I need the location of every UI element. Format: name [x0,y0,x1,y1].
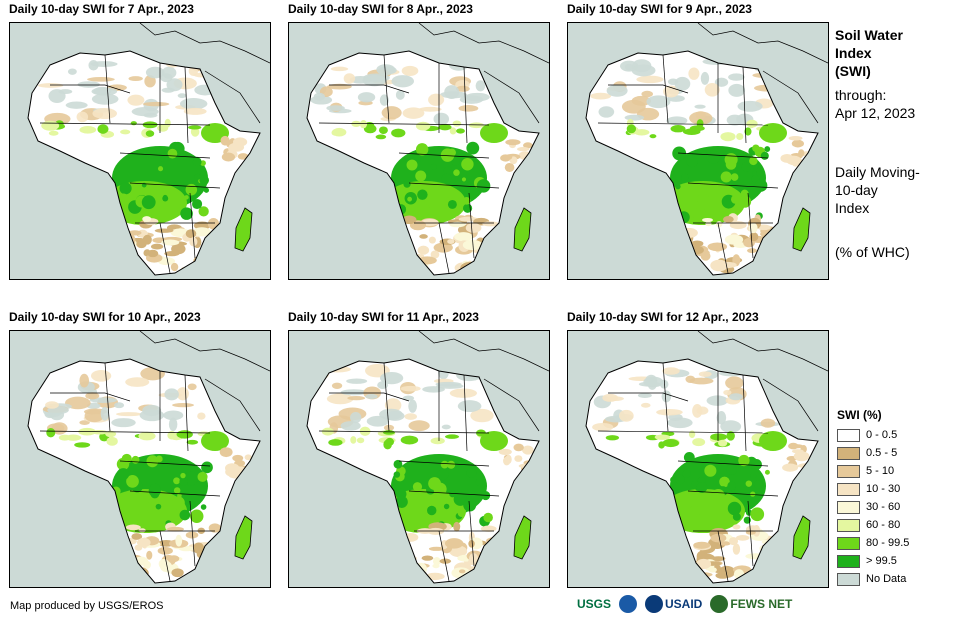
africa-map [567,330,829,588]
legend-label: 5 - 10 [866,465,895,477]
panel-title: Daily 10-day SWI for 11 Apr., 2023 [288,310,479,324]
legend-swatch [837,428,860,442]
panel-title: Daily 10-day SWI for 12 Apr., 2023 [567,310,759,324]
legend-swatch [837,554,860,568]
map-credit: Map produced by USGS/EROS [10,600,164,612]
title-line: (SWI) [835,63,871,79]
legend-label: 60 - 80 [866,519,901,531]
africa-map [288,22,550,280]
legend-label: 0 - 0.5 [866,429,898,441]
legend-swatch [837,536,860,550]
fewsnet-logo: FEWS NET [710,595,792,613]
legend-item: 60 - 80 [837,516,909,534]
africa-map [567,22,829,280]
map-panel-5: Daily 10-day SWI for 11 Apr., 2023 [288,310,550,588]
title-line: Soil Water [835,27,903,43]
globe-icon [710,595,729,613]
usgs-logo: USGS [577,597,611,611]
through-label: through: [835,87,887,103]
desc-line: Index [835,200,870,216]
map-panel-1: Daily 10-day SWI for 7 Apr., 2023 [9,2,271,280]
map-panel-6: Daily 10-day SWI for 12 Apr., 2023 [567,310,829,588]
noaa-emblem-icon [619,595,638,613]
legend-label: 10 - 30 [866,483,901,495]
units-label: (% of WHC) [835,244,910,260]
desc-line: Daily Moving- [835,164,920,180]
legend-swatch [837,464,860,478]
usaid-logo: USAID [645,595,702,613]
panel-title: Daily 10-day SWI for 8 Apr., 2023 [288,2,473,16]
through-block: through: Apr 12, 2023 [835,86,955,122]
panel-title: Daily 10-day SWI for 7 Apr., 2023 [9,2,194,16]
legend-swatch [837,500,860,514]
usaid-seal-icon [645,595,664,613]
sidebar-title: Soil Water Index (SWI) [835,26,955,80]
map-panel-3: Daily 10-day SWI for 9 Apr., 2023 [567,2,829,280]
description-block: Daily Moving- 10-day Index [835,163,955,217]
legend-swatch [837,446,860,460]
desc-line: 10-day [835,182,878,198]
legend-item: 30 - 60 [837,498,909,516]
legend-label: 80 - 99.5 [866,537,910,549]
legend-item: No Data [837,570,909,588]
panel-title: Daily 10-day SWI for 10 Apr., 2023 [9,310,201,324]
legend-item: 5 - 10 [837,462,909,480]
logo-text: USAID [665,597,703,611]
legend-label: 30 - 60 [866,501,901,513]
map-panel-2: Daily 10-day SWI for 8 Apr., 2023 [288,2,550,280]
legend-swatch [837,572,860,586]
noaa-logo [619,595,638,613]
partner-logos: USGS USAID FEWS NET [577,595,792,613]
legend-swatch [837,482,860,496]
legend-label: 0.5 - 5 [866,447,898,459]
legend-label: No Data [866,573,907,585]
logo-text: USGS [577,597,612,611]
through-date: Apr 12, 2023 [835,105,916,121]
legend-item: > 99.5 [837,552,909,570]
map-panel-4: Daily 10-day SWI for 10 Apr., 2023 [9,310,271,588]
legend-label: > 99.5 [866,555,897,567]
africa-map [288,330,550,588]
africa-map [9,22,271,280]
title-line: Index [835,45,872,61]
legend-swatch [837,518,860,532]
africa-map [9,330,271,588]
panel-title: Daily 10-day SWI for 9 Apr., 2023 [567,2,752,16]
legend: 0 - 0.5 0.5 - 5 5 - 10 10 - 30 30 - 60 6… [837,426,909,588]
legend-item: 0.5 - 5 [837,444,909,462]
legend-item: 10 - 30 [837,480,909,498]
logo-text: FEWS NET [730,597,793,611]
legend-item: 80 - 99.5 [837,534,909,552]
legend-title: SWI (%) [837,408,882,422]
legend-item: 0 - 0.5 [837,426,909,444]
